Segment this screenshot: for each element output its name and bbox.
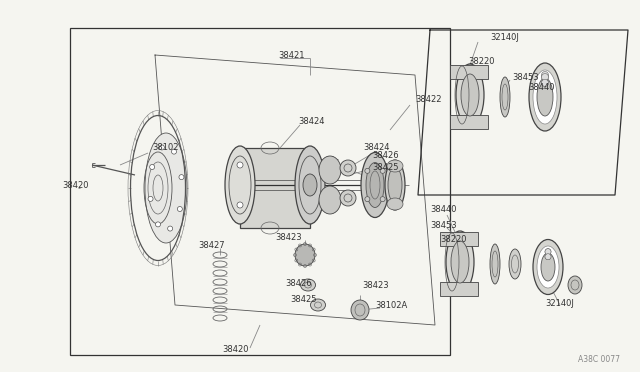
Bar [240,148,310,228]
Ellipse shape [177,206,182,212]
Ellipse shape [490,244,500,284]
Bar [70,28,450,355]
Text: 38420: 38420 [222,346,248,355]
Ellipse shape [537,78,553,116]
Ellipse shape [159,145,164,150]
Ellipse shape [533,70,557,124]
Ellipse shape [380,197,385,202]
Ellipse shape [456,64,484,126]
Ellipse shape [380,169,385,173]
Bar [440,282,478,296]
Text: 38424: 38424 [363,144,390,153]
Text: 38102: 38102 [152,144,179,153]
Text: 38424: 38424 [298,118,324,126]
Ellipse shape [295,244,315,266]
Text: 38440: 38440 [430,205,456,215]
Ellipse shape [365,169,370,173]
Text: 38102A: 38102A [375,301,407,310]
Ellipse shape [366,163,384,208]
Ellipse shape [237,162,243,168]
Ellipse shape [545,248,551,255]
Text: 38440: 38440 [528,83,554,93]
Ellipse shape [172,149,177,154]
Ellipse shape [168,226,173,231]
Text: 38421: 38421 [278,51,305,60]
Ellipse shape [340,160,356,176]
Ellipse shape [541,74,548,81]
Ellipse shape [545,254,551,260]
Ellipse shape [388,167,402,203]
Text: 38426: 38426 [285,279,312,288]
Ellipse shape [365,197,370,202]
Ellipse shape [303,174,317,196]
Text: 38220: 38220 [468,58,495,67]
Text: 38425: 38425 [290,295,317,305]
Ellipse shape [533,240,563,295]
Ellipse shape [361,153,389,218]
Ellipse shape [541,71,548,78]
Ellipse shape [529,63,561,131]
Ellipse shape [541,79,548,86]
Text: 38453: 38453 [430,221,456,230]
Ellipse shape [156,222,161,227]
Ellipse shape [545,254,551,260]
Ellipse shape [295,146,325,224]
Text: 38220: 38220 [440,235,467,244]
Ellipse shape [145,133,187,243]
Ellipse shape [500,77,510,117]
Ellipse shape [351,300,369,320]
Text: 38426: 38426 [372,151,399,160]
Text: 38422: 38422 [415,96,442,105]
Ellipse shape [148,196,153,201]
Text: 32140J: 32140J [545,298,574,308]
Ellipse shape [545,248,551,255]
Ellipse shape [568,276,582,294]
Text: 38420: 38420 [62,180,88,189]
Text: 38423: 38423 [275,234,301,243]
Text: 32140J: 32140J [490,33,519,42]
Ellipse shape [387,198,403,210]
Bar [450,115,488,129]
Ellipse shape [237,202,243,208]
Ellipse shape [451,241,469,283]
Ellipse shape [541,79,548,86]
Text: 38427: 38427 [198,241,225,250]
Ellipse shape [387,160,403,172]
Text: 38423: 38423 [362,280,388,289]
Ellipse shape [509,249,521,279]
Ellipse shape [179,174,184,180]
Ellipse shape [537,246,559,288]
Bar [440,232,478,246]
Ellipse shape [225,146,255,224]
Ellipse shape [319,156,341,184]
Ellipse shape [150,164,155,170]
Text: 38425: 38425 [372,164,399,173]
Ellipse shape [301,279,316,291]
Ellipse shape [541,253,555,281]
Ellipse shape [446,231,474,293]
Ellipse shape [310,299,326,311]
Text: A38C 0077: A38C 0077 [578,356,620,365]
Text: 38453: 38453 [512,74,539,83]
Bar [450,65,488,79]
Ellipse shape [385,160,405,210]
Ellipse shape [319,186,341,214]
Ellipse shape [461,74,479,116]
Ellipse shape [340,190,356,206]
Ellipse shape [541,74,548,81]
